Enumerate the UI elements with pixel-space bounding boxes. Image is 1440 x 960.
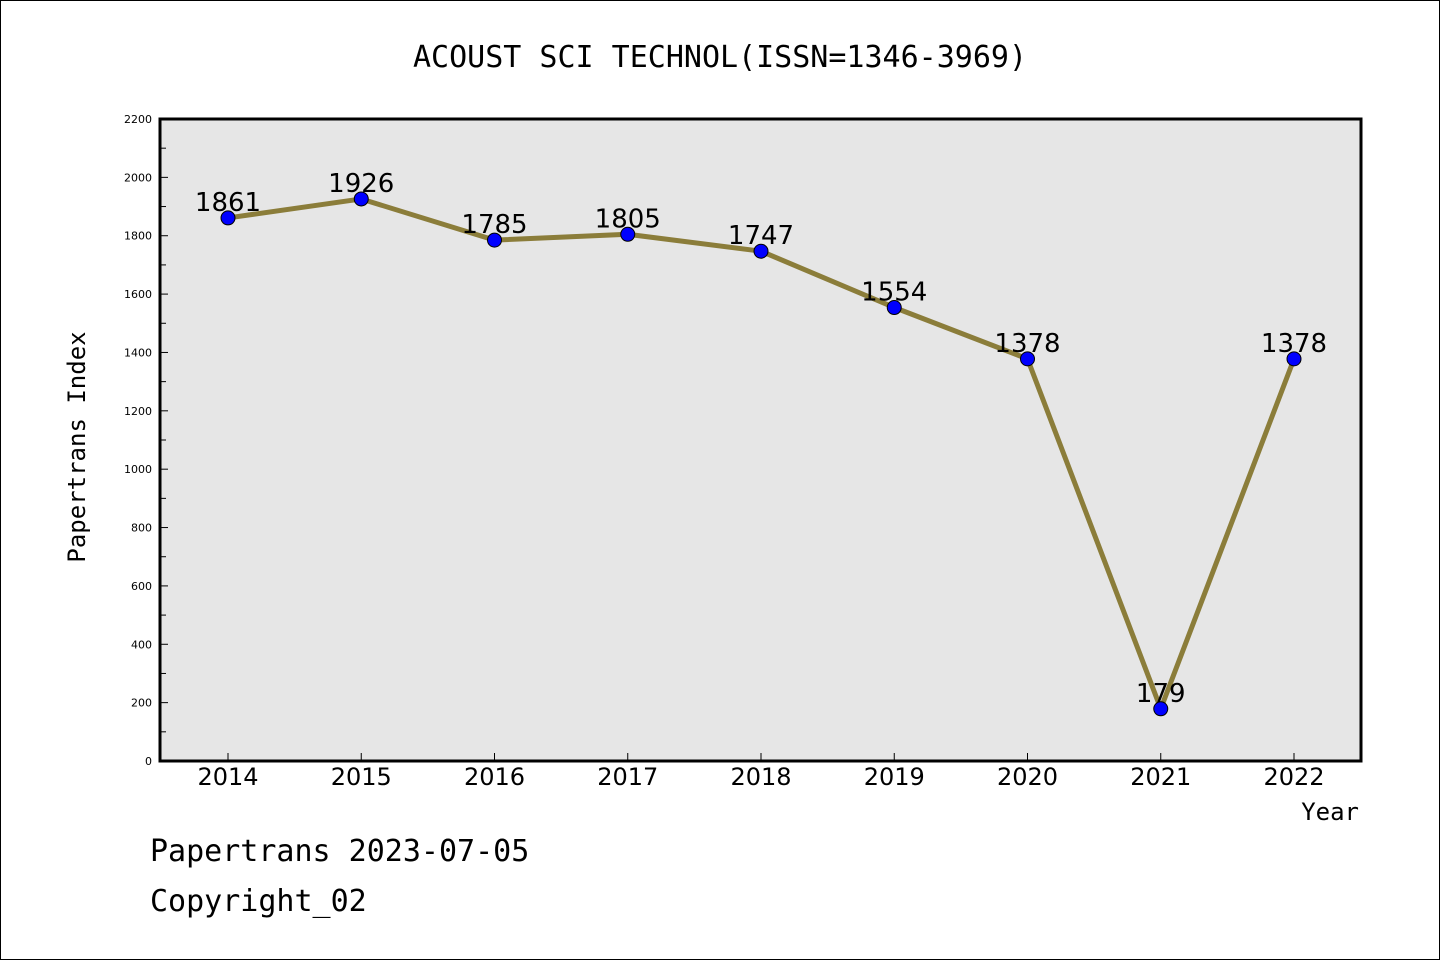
- x-tick-label: 2015: [331, 763, 392, 791]
- data-label: 1378: [1261, 329, 1327, 359]
- y-tick-label: 1200: [124, 405, 152, 418]
- plot-area: [158, 117, 1363, 763]
- y-tick-label: 800: [131, 522, 152, 535]
- x-tick-label: 2018: [730, 763, 791, 791]
- y-tick-label: 1600: [124, 288, 152, 301]
- data-label: 1861: [195, 188, 261, 218]
- x-tick-label: 2021: [1130, 763, 1191, 791]
- y-tick-label: 1800: [124, 230, 152, 243]
- data-point: [753, 243, 769, 259]
- y-tick-label: 1400: [124, 346, 152, 359]
- data-label: 179: [1136, 679, 1186, 709]
- y-tick-label: 2000: [124, 171, 152, 184]
- chart-title: ACOUST SCI TECHNOL(ISSN=1346-3969): [413, 40, 1027, 75]
- data-label: 1926: [328, 169, 394, 199]
- x-tick-label: 2022: [1263, 763, 1324, 791]
- data-point: [1286, 351, 1302, 367]
- x-tick-label: 2016: [464, 763, 525, 791]
- x-tick-label: 2017: [597, 763, 658, 791]
- x-tick-label: 2019: [864, 763, 925, 791]
- y-tick-label: 0: [145, 755, 152, 768]
- data-label: 1554: [861, 278, 927, 308]
- y-tick-label: 400: [131, 638, 152, 651]
- data-labels: 1861 1926 1785 1805 1747 1554 1378 179 1378: [195, 169, 1327, 709]
- data-point: [1020, 351, 1035, 367]
- footer-copyright: Copyright_02: [150, 884, 367, 919]
- data-label: 1378: [994, 329, 1060, 359]
- data-point: [886, 300, 902, 316]
- footer-source: Papertrans 2023-07-05: [150, 834, 530, 869]
- y-tick-label: 600: [131, 580, 152, 593]
- y-axis-title: Papertrans Index: [63, 331, 91, 562]
- x-axis: 2014 2015 2016 2017 2018 2019 2020 2021 2022: [197, 753, 1325, 791]
- data-label: 1805: [595, 204, 661, 234]
- data-point: [220, 210, 236, 226]
- x-tick-label: 2020: [997, 763, 1058, 791]
- series-markers: [220, 191, 1302, 717]
- y-tick-label: 2200: [124, 113, 152, 126]
- data-point: [620, 226, 636, 242]
- data-label: 1785: [461, 210, 527, 240]
- data-point: [487, 232, 502, 248]
- data-point: [353, 191, 369, 207]
- y-tick-label: 200: [131, 697, 152, 710]
- data-label: 1747: [728, 221, 794, 251]
- data-point: [1153, 701, 1169, 717]
- x-tick-label: 2014: [197, 763, 258, 791]
- y-tick-label: 1000: [124, 463, 152, 476]
- y-axis: 0 200 400 600 800 1000 1200 1400 1600 1800 2000 220…: [124, 113, 168, 768]
- x-axis-title: Year: [1301, 798, 1359, 826]
